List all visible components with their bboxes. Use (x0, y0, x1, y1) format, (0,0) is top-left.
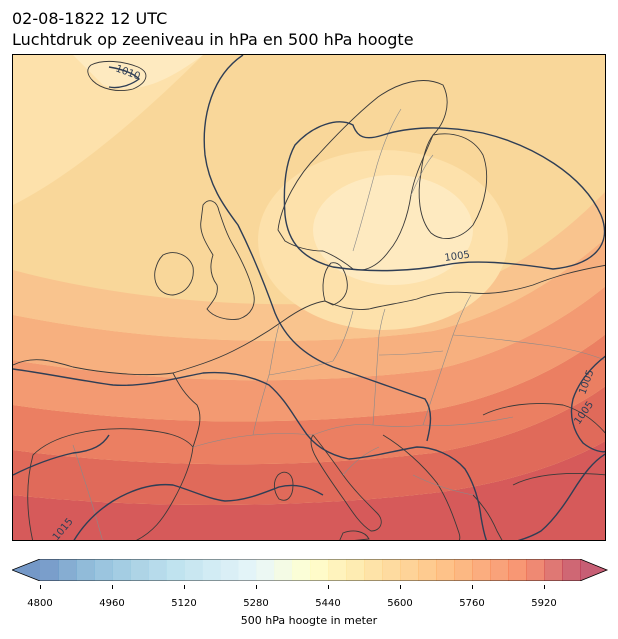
colorbar-segment (310, 559, 329, 581)
colorbar-tick-label: 4800 (27, 598, 53, 609)
colorbar-segment (364, 559, 383, 581)
isobar-1005-southeast (517, 453, 605, 540)
map-datetime-title: 02-08-1822 12 UTC (12, 9, 168, 28)
colorbar-segment (418, 559, 437, 581)
height-band-5800 (13, 286, 605, 422)
isobar-1005-scandinavia (283, 121, 605, 272)
colorbar-extend-low (12, 559, 40, 581)
colorbar-extend-high (580, 559, 608, 581)
weather-map: 1010 1005 1005 1005 1015 (12, 54, 606, 541)
colorbar-segment (166, 559, 185, 581)
colorbar-tick-label: 5280 (243, 598, 269, 609)
height-ridge-core (313, 175, 473, 285)
colorbar-tick-label: 5600 (387, 598, 413, 609)
colorbar-segment (76, 559, 95, 581)
map-canvas: 1010 1005 1005 1005 1015 (13, 55, 605, 540)
colorbar-segment (202, 559, 221, 581)
colorbar-segment (112, 559, 131, 581)
isobar-1015-mediterranean (73, 483, 324, 540)
colorbar-segment (238, 559, 257, 581)
colorbar-tick-label: 5120 (171, 598, 197, 609)
colorbar-segment (346, 559, 365, 581)
colorbar-segment (292, 559, 311, 581)
colorbar-segment (274, 559, 293, 581)
colorbar-segment (130, 559, 149, 581)
isobar-1010 (108, 66, 141, 89)
coastlines (13, 60, 605, 540)
colorbar-segment (472, 559, 491, 581)
colorbar-tick (471, 585, 473, 589)
colorbar-tick (183, 585, 185, 589)
colorbar-tick-label: 5920 (531, 598, 557, 609)
isobar-1015-iberia-north (13, 434, 110, 476)
colorbar-segment (382, 559, 401, 581)
isobar-1010-south (13, 368, 488, 540)
height-band-5920 (13, 441, 605, 540)
colorbar-segment (40, 559, 59, 581)
colorbar-segment (400, 559, 419, 581)
colorbar-segment (454, 559, 473, 581)
country-borders (72, 108, 605, 540)
colorbar-segment (94, 559, 113, 581)
colorbar-segment (58, 559, 77, 581)
colorbar (10, 558, 609, 582)
colorbar-tick (399, 585, 401, 589)
colorbar-segment (562, 559, 581, 581)
height-band-5760 (13, 238, 605, 381)
map-subtitle: Luchtdruk op zeeniveau in hPa en 500 hPa… (12, 30, 414, 49)
colorbar-label: 500 hPa hoogte in meter (240, 614, 378, 627)
colorbar-tick (111, 585, 113, 589)
isobars (13, 55, 605, 540)
height-band-upper-left (13, 55, 203, 205)
isobar-1005-east (570, 355, 605, 453)
colorbar-tick-label: 5440 (315, 598, 341, 609)
colorbar-segment (544, 559, 563, 581)
colorbar-segment (220, 559, 239, 581)
colorbar-segment (184, 559, 203, 581)
colorbar-segment (328, 559, 347, 581)
colorbar-segment (526, 559, 545, 581)
colorbar-tick (327, 585, 329, 589)
colorbar-tick-label: 4960 (99, 598, 125, 609)
colorbar-segment (256, 559, 275, 581)
colorbar-tick (255, 585, 257, 589)
isobar-label-1005-scandinavia: 1005 (444, 250, 471, 264)
colorbar-segment (490, 559, 509, 581)
height-band-iceland (73, 55, 203, 89)
colorbar-tick (39, 585, 41, 589)
colorbar-tick-label: 5760 (459, 598, 485, 609)
isobar-1005-west (203, 55, 432, 442)
colorbar-segment (436, 559, 455, 581)
colorbar-tick (543, 585, 545, 589)
colorbar-segment (508, 559, 527, 581)
colorbar-graphic (10, 558, 609, 582)
colorbar-segment (148, 559, 167, 581)
height-band-5880 (13, 386, 605, 505)
